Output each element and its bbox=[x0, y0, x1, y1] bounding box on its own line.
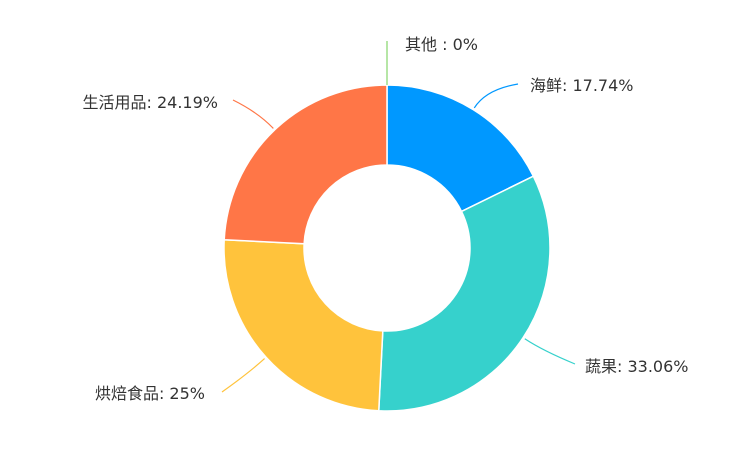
slice-label-3: 生活用品: 24.19% bbox=[83, 93, 219, 112]
slice-label-4: 其他 : 0% bbox=[405, 35, 478, 54]
slice-label-0: 海鲜: 17.74% bbox=[530, 76, 634, 95]
slice-1[interactable] bbox=[377, 175, 551, 412]
slice-0[interactable] bbox=[386, 84, 535, 213]
leader-line-1 bbox=[524, 338, 576, 365]
leader-line-0 bbox=[473, 83, 519, 109]
slice-label-1: 蔬果: 33.06% bbox=[585, 357, 689, 376]
slice-2[interactable] bbox=[223, 238, 384, 412]
leader-line-2 bbox=[221, 358, 265, 393]
slice-3[interactable] bbox=[223, 84, 388, 245]
slice-label-2: 烘焙食品: 25% bbox=[95, 384, 205, 403]
leader-line-3 bbox=[232, 99, 274, 129]
